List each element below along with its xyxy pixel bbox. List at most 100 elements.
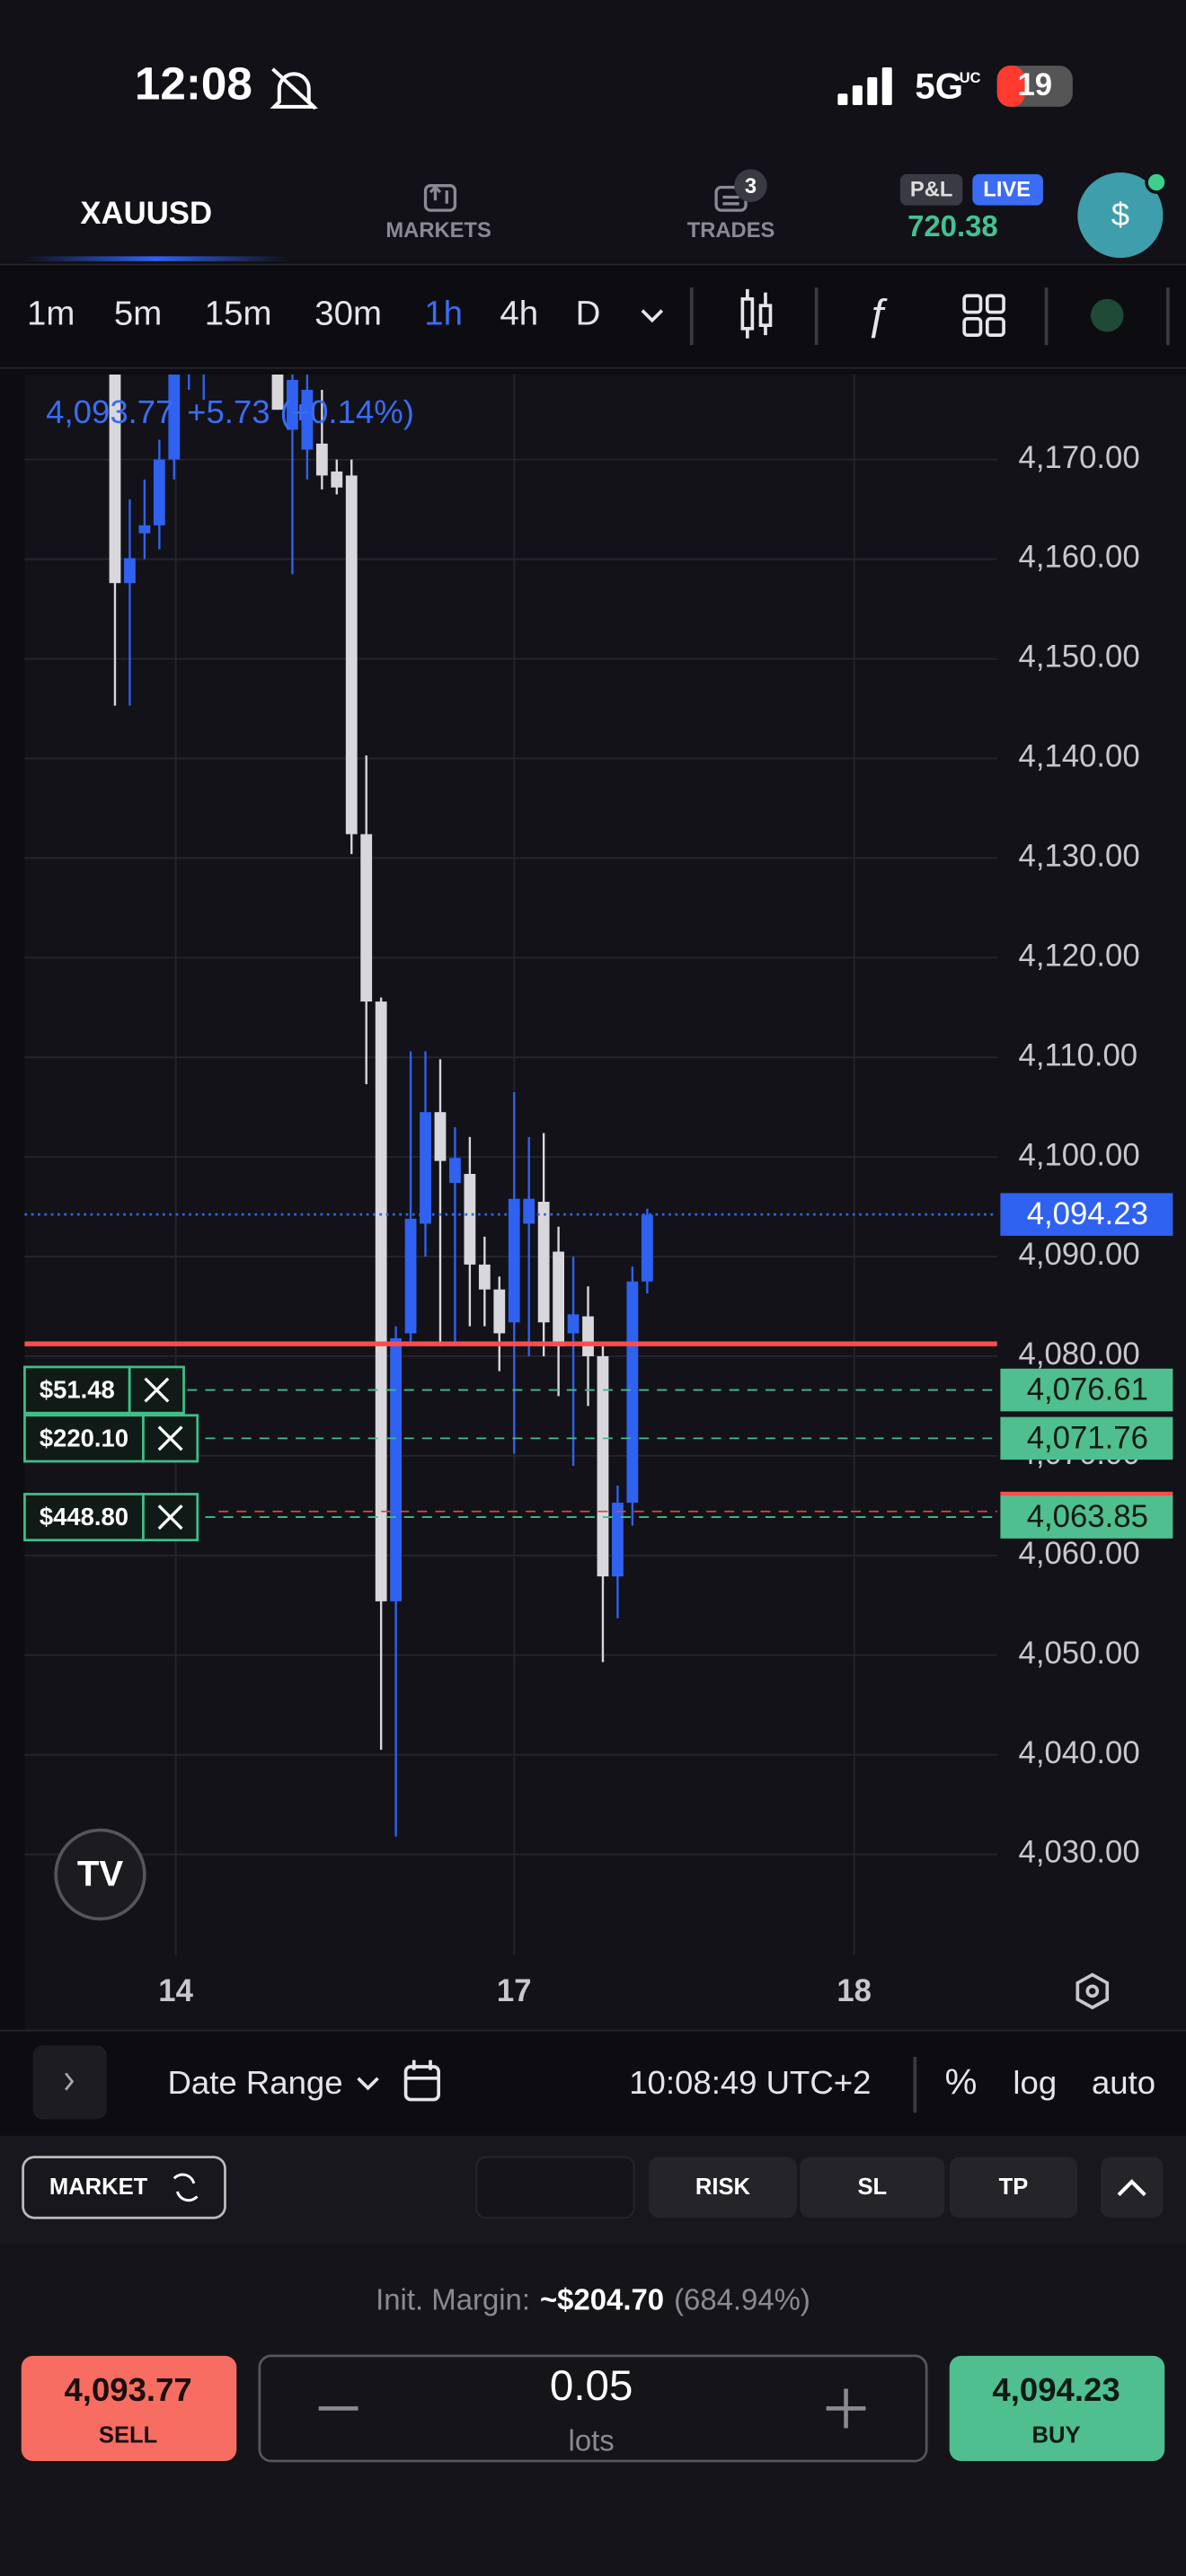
margin-label: Init. Margin: <box>376 2282 530 2316</box>
collapse-button[interactable] <box>1100 2157 1164 2219</box>
candle-body <box>582 1316 594 1356</box>
y-tick-label: 4,080.00 <box>1019 1337 1140 1372</box>
margin-percent: (684.94%) <box>674 2282 810 2316</box>
legend-change-pct: (+0.14%) <box>280 393 414 430</box>
network-label: 5G <box>915 66 963 106</box>
account-button[interactable] <box>1077 172 1164 259</box>
timeframe-active[interactable]: 1h <box>424 294 463 332</box>
timeframe[interactable]: 30m <box>314 294 382 332</box>
timeframe[interactable]: 15m <box>205 294 272 332</box>
lots-field[interactable] <box>258 2354 928 2463</box>
close-icon <box>157 1504 183 1531</box>
timeframe[interactable]: 1m <box>27 294 75 332</box>
y-tick-label: 4,040.00 <box>1019 1736 1140 1770</box>
candle-body <box>567 1314 580 1334</box>
sell-button[interactable] <box>21 2355 237 2461</box>
trades-tab[interactable]: TRADES <box>687 218 775 243</box>
header-bg <box>0 0 1186 263</box>
candle-body <box>287 379 298 430</box>
candle-body <box>271 375 284 410</box>
y-tick-label: 4,120.00 <box>1019 939 1140 973</box>
symbol-tab[interactable]: XAUUSD <box>80 197 212 231</box>
candle-body <box>404 1218 417 1334</box>
candle-type-button[interactable] <box>740 288 773 339</box>
candle-body <box>390 1337 403 1601</box>
stop-loss-tag-edge <box>1000 1491 1173 1497</box>
online-dot <box>1145 171 1168 194</box>
candles <box>109 375 653 1837</box>
candle-body <box>478 1264 491 1290</box>
buy-button[interactable] <box>949 2355 1165 2461</box>
y-tick-label: 4,160.00 <box>1019 541 1140 575</box>
position-tag <box>1000 1368 1173 1412</box>
position-pnl-box <box>23 1493 145 1542</box>
margin-line: Init. Margin: ~$204.70 (684.94%) <box>376 2282 810 2316</box>
empty-field[interactable] <box>475 2156 635 2219</box>
network-sub: UC <box>960 70 981 86</box>
candle-body <box>360 834 373 1002</box>
y-tick-label: 4,100.00 <box>1019 1138 1140 1172</box>
sl-button[interactable] <box>800 2157 945 2219</box>
calendar-icon[interactable] <box>403 2060 440 2102</box>
settings-button[interactable] <box>1075 1972 1110 2010</box>
legend-change: +5.73 <box>187 393 270 430</box>
candle-body <box>612 1503 624 1577</box>
y-tick-label: 4,050.00 <box>1019 1636 1140 1671</box>
candle-body <box>449 1158 461 1183</box>
y-tick-label: 4,110.00 <box>1019 1038 1138 1072</box>
timeframe[interactable]: D <box>576 294 601 332</box>
margin-value: ~$204.70 <box>540 2282 664 2316</box>
tp-label: TP <box>999 2175 1029 2200</box>
x-tick-label: 14 <box>158 1974 193 2008</box>
tp-button[interactable] <box>949 2157 1078 2219</box>
expand-button[interactable] <box>32 2045 107 2120</box>
y-tick-label: 4,140.00 <box>1019 740 1140 774</box>
position-tag <box>1000 1416 1173 1460</box>
percent-toggle[interactable]: % <box>945 2062 978 2103</box>
last-price-tag <box>1000 1193 1173 1236</box>
candle-body <box>508 1198 520 1323</box>
close-position-button[interactable] <box>128 1365 185 1415</box>
position-tag-label: 4,071.76 <box>1027 1421 1148 1455</box>
ohlc-legend: 4,093.77 +5.73 (+0.14%) <box>46 393 414 430</box>
markets-tab[interactable]: MARKETS <box>385 218 491 243</box>
mute-icon <box>270 67 319 110</box>
timeframe[interactable]: 4h <box>500 294 538 332</box>
trades-badge-count: 3 <box>745 174 757 198</box>
candle-body <box>301 389 314 450</box>
expand-icon <box>65 2072 75 2091</box>
signal-icon <box>837 66 892 106</box>
auto-toggle[interactable]: auto <box>1092 2064 1155 2101</box>
timeframe[interactable]: 5m <box>114 294 162 332</box>
indicators-button[interactable]: ƒ <box>865 291 889 339</box>
candle-body <box>420 1112 431 1224</box>
pnl-label: P&L <box>910 177 953 201</box>
live-badge <box>972 173 1043 206</box>
battery-label: 19 <box>1017 68 1052 102</box>
position-pnl-box <box>23 1365 131 1415</box>
x-tick-label: 17 <box>497 1974 532 2008</box>
order-type: MARKET <box>49 2175 148 2200</box>
y-tick-label: 4,030.00 <box>1019 1836 1140 1870</box>
log-toggle[interactable]: log <box>1013 2064 1057 2101</box>
lots-plus[interactable] <box>826 2388 866 2429</box>
candle-body <box>331 471 343 488</box>
timeframe-dropdown[interactable] <box>641 309 664 323</box>
buy-label: BUY <box>1032 2422 1081 2448</box>
candle-body <box>641 1214 653 1282</box>
tv-logo[interactable] <box>54 1828 146 1921</box>
layout-button[interactable] <box>962 294 1005 337</box>
position-tag <box>1000 1495 1173 1539</box>
position-tag-label: 4,063.85 <box>1027 1500 1148 1534</box>
risk-button[interactable] <box>649 2157 797 2219</box>
candle-body <box>434 1112 447 1161</box>
time-axis: 14 17 18 <box>158 1974 872 2008</box>
y-tick-label: 4,150.00 <box>1019 640 1140 675</box>
tv-logo-mark: TV <box>77 1853 124 1893</box>
order-type-button[interactable] <box>22 2156 226 2219</box>
candle-body <box>109 375 121 584</box>
date-range-button[interactable]: Date Range <box>167 2064 342 2101</box>
price-axis: 4,170.00 4,160.00 4,150.00 4,140.00 4,130.00… <box>1019 441 1140 1870</box>
